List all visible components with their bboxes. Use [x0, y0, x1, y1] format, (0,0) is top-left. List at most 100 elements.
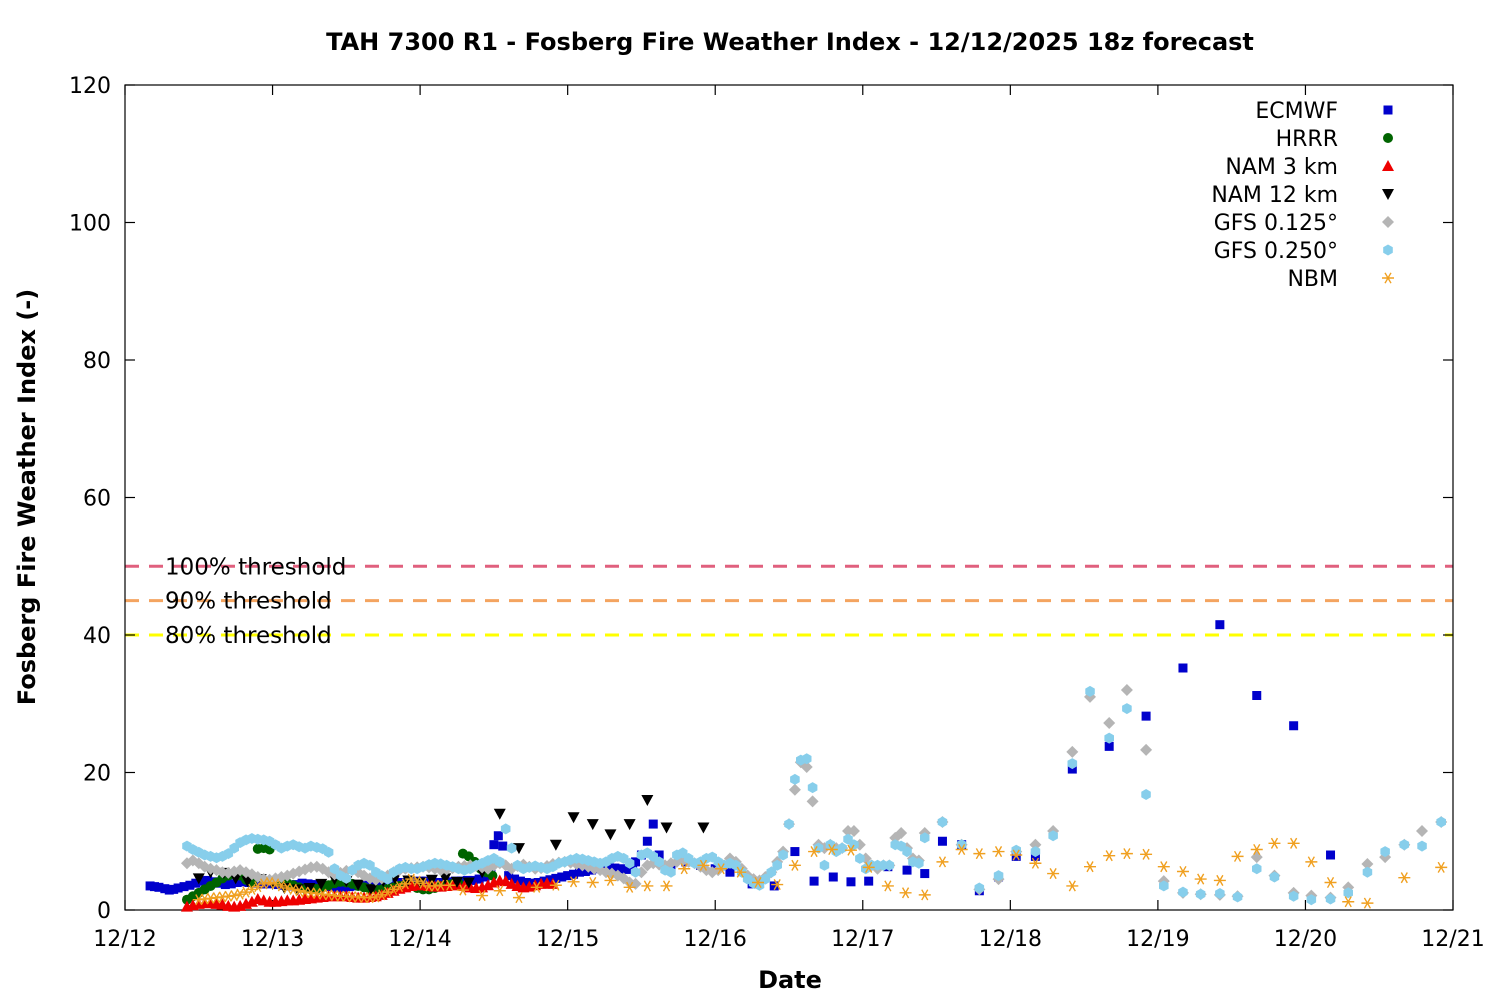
- nbm-point: [862, 861, 875, 873]
- nbm-point: [530, 881, 543, 893]
- gfs-0-250-point: [1252, 863, 1262, 875]
- nbm-point: [844, 844, 857, 856]
- nbm-point: [899, 887, 912, 899]
- ecmwf-point: [468, 875, 478, 885]
- ecmwf-point: [610, 863, 620, 873]
- chart-title: TAH 7300 R1 - Fosberg Fire Weather Index…: [326, 28, 1254, 56]
- series-gfs-0-250: [182, 685, 1446, 906]
- nbm-point: [992, 846, 1005, 858]
- ecmwf-point: [489, 840, 499, 850]
- nbm-point: [697, 859, 710, 871]
- series-nbm: [192, 837, 1448, 909]
- nam-12-km-point: [641, 795, 654, 806]
- nbm-point: [660, 880, 673, 892]
- y-tick-label: 60: [83, 487, 111, 512]
- nam-12-km-point: [586, 819, 599, 831]
- ecmwf-point: [504, 871, 514, 881]
- nbm-point: [1029, 857, 1042, 869]
- nbm-point: [1157, 861, 1170, 873]
- ecmwf-point: [173, 883, 183, 893]
- legend-label: NBM: [1287, 267, 1338, 292]
- ecmwf-point: [191, 878, 201, 888]
- gfs-0-250-point: [1030, 846, 1041, 858]
- gfs-0-250-point: [937, 816, 948, 828]
- gfs-0-250-point: [1399, 839, 1410, 851]
- threshold-label: 100% threshold: [165, 554, 346, 580]
- ecmwf-point: [332, 882, 342, 892]
- gfs-0-250-point: [1269, 871, 1280, 883]
- nbm-point: [788, 859, 801, 871]
- gfs-0-250-point: [1232, 891, 1243, 903]
- hrrr-point: [487, 870, 498, 881]
- x-tick-label: 12/13: [241, 927, 304, 952]
- threshold-label: 90% threshold: [165, 589, 332, 615]
- gfs-0-250-point: [1362, 866, 1373, 878]
- ecmwf-point: [297, 878, 307, 888]
- ecmwf-point: [622, 864, 632, 874]
- nam-12-km-point: [241, 876, 254, 888]
- nam-12-km-point: [303, 883, 316, 894]
- nbm-point: [443, 879, 456, 891]
- gfs-0-125-point: [505, 862, 518, 875]
- ecmwf-point: [374, 879, 384, 889]
- nbm-point: [493, 885, 506, 897]
- ecmwf-point: [828, 872, 838, 882]
- ecmwf-point: [551, 873, 561, 883]
- gfs-0-250-point: [495, 856, 505, 868]
- ecmwf-point: [574, 867, 584, 877]
- x-tick-label: 12/16: [684, 927, 747, 952]
- gfs-0-250-point: [630, 866, 641, 878]
- ecmwf-point: [493, 831, 503, 841]
- nbm-point: [1435, 861, 1448, 873]
- nam-12-km-point: [451, 876, 463, 888]
- gfs-0-250-point: [974, 882, 985, 894]
- gfs-0-250-point: [902, 846, 912, 858]
- gfs-0-250-point: [778, 849, 788, 861]
- gfs-0-250-point: [801, 753, 812, 765]
- y-tick-label: 80: [83, 349, 111, 374]
- gfs-0-125-point: [788, 783, 801, 796]
- y-tick-label: 120: [69, 74, 111, 99]
- ecmwf-point: [864, 876, 874, 886]
- nbm-point: [678, 863, 691, 875]
- gfs-0-125-point: [895, 827, 908, 839]
- gfs-0-250-point: [365, 859, 375, 871]
- gfs-0-250-point: [1085, 685, 1095, 697]
- nbm-point: [1084, 861, 1097, 873]
- ecmwf-point: [648, 819, 658, 829]
- ecmwf-point: [790, 847, 800, 857]
- axes: 0 20 40 60 80 100 120 12/12 12/13 12/14 12/15 12/16…: [69, 74, 1485, 952]
- ecmwf-point: [809, 876, 819, 886]
- gfs-0-125-point: [1250, 851, 1263, 864]
- nbm-point: [918, 889, 931, 901]
- y-tick-label: 100: [69, 212, 111, 237]
- nbm-point: [1120, 848, 1133, 860]
- nam-12-km-point: [229, 873, 242, 885]
- gfs-0-250-point: [790, 773, 800, 785]
- gfs-0-250-point: [1141, 789, 1151, 800]
- nbm-point: [881, 880, 894, 892]
- gfs-0-250-point: [772, 859, 782, 871]
- ecmwf-point: [846, 877, 856, 887]
- ecmwf-point: [769, 881, 779, 891]
- nbm-point: [936, 856, 949, 868]
- nbm-point: [1047, 868, 1060, 880]
- ecmwf-point: [232, 878, 242, 887]
- x-tick-label: 12/20: [1274, 927, 1337, 952]
- gfs-0-250-point: [993, 870, 1004, 882]
- gfs-0-250-point: [1215, 888, 1225, 899]
- gfs-0-250-point: [807, 782, 818, 794]
- legend-marker: [1383, 105, 1393, 115]
- gfs-0-250-point: [1067, 758, 1078, 770]
- legend-marker: [1382, 189, 1394, 200]
- nbm-point: [293, 885, 306, 897]
- gfs-0-250-point: [956, 839, 967, 851]
- y-tick-label: 20: [83, 762, 111, 787]
- gfs-0-250-point: [654, 856, 664, 868]
- ecmwf-point: [569, 869, 579, 879]
- gfs-0-250-point: [766, 866, 777, 878]
- nam-12-km-point: [439, 873, 452, 885]
- gfs-0-250-point: [1417, 840, 1427, 852]
- plot-frame: [124, 84, 1454, 911]
- ecmwf-point: [185, 880, 195, 890]
